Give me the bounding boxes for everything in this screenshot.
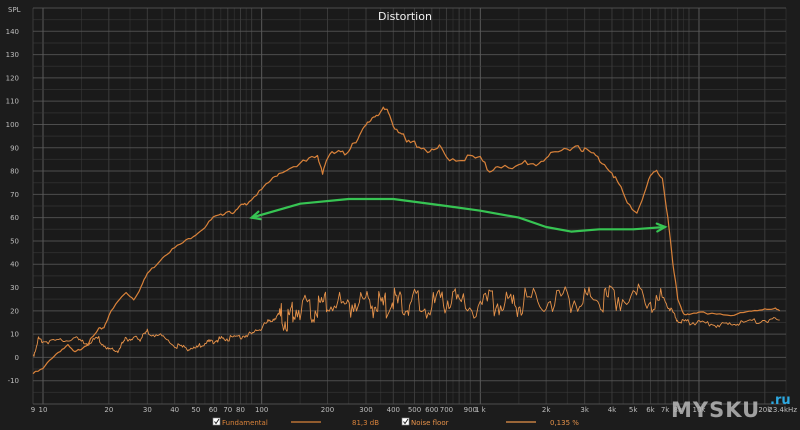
y-tick-label: 120 [6,74,19,82]
x-tick-label: 100 [255,406,268,414]
y-tick-label: 40 [10,261,19,269]
x-tick-label: 500 [408,406,421,414]
y-tick-label: 90 [10,144,19,152]
y-tick-label: 50 [10,237,19,245]
checkmark-icon [214,418,220,425]
x-tick-label: 40 [170,406,179,414]
y-tick-label: 100 [6,121,19,129]
annotation-arrow-line [250,197,667,233]
x-tick-label: 1 k [475,406,487,414]
annotation-arrowhead-left [249,210,262,221]
watermark-logo: MYSKU .ru [671,393,791,422]
x-tick-label: 8k [674,406,683,414]
y-axis-label: SPL [8,6,21,14]
x-tick-label: 30 [143,406,152,414]
y-tick-label: 0 [15,354,19,362]
y-tick-label: 60 [10,214,19,222]
watermark-suffix: .ru [770,393,791,408]
checkmark-icon [403,418,409,425]
x-tick-label: 80 [236,406,245,414]
y-tick-label: 140 [6,28,19,36]
x-tick-label: 400 [387,406,400,414]
watermark-text: MYSKU [671,398,760,422]
x-tick-label: 600 [425,406,438,414]
x-tick-label: 10 [39,406,48,414]
y-tick-label: 110 [6,98,19,106]
y-tick-label: 130 [6,51,19,59]
x-tick-label: 7k [661,406,670,414]
x-tick-label: 10k [693,406,707,414]
legend-checkbox-0 [212,417,221,426]
x-tick-label: 9 [31,406,35,414]
x-tick-label: 60 [209,406,218,414]
x-tick-label: 6k [646,406,655,414]
x-tick-label: 23.4kHz [768,406,797,414]
y-tick-label: 70 [10,191,19,199]
x-tick-label: 200 [321,406,334,414]
series-line-noise-floor [32,283,780,357]
y-tick-label: 10 [10,331,19,339]
legend-checkbox-1 [401,417,410,426]
y-tick-label: 80 [10,168,19,176]
legend-value-0: 81,3 dB [352,419,379,427]
x-tick-label: 5k [629,406,638,414]
x-tick-label: 2k [542,406,551,414]
x-tick-label: 900 [464,406,477,414]
x-tick-label: 700 [440,406,453,414]
legend-value-1: 0,135 % [550,419,579,427]
legend-label-1: Noise floor [411,419,449,427]
x-tick-label: 50 [191,406,200,414]
chart-title: Distortion [378,10,432,23]
x-tick-label: 20 [104,406,113,414]
x-tick-label: 300 [359,406,372,414]
x-tick-label: 4k [608,406,617,414]
x-tick-label: 70 [223,406,232,414]
x-tick-label: 20k [758,406,772,414]
y-tick-label: 30 [10,284,19,292]
y-tick-label: 20 [10,307,19,315]
annotation-arrowhead-right [655,222,668,233]
x-tick-label: 3k [580,406,589,414]
legend-label-0: Fundamental [222,419,268,427]
series-line-fundamental [32,106,781,375]
y-tick-label: -10 [8,377,19,385]
